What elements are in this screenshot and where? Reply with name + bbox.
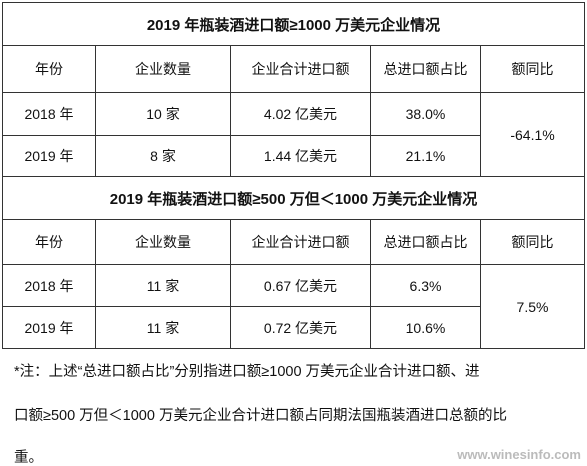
cell: 2018 年: [2, 264, 96, 307]
data-row: 2018 年 10 家 4.02 亿美元 38.0% -64.1%: [2, 92, 586, 177]
cell: 4.02 亿美元: [230, 92, 371, 136]
note-line: *注：上述“总进口额占比”分别指进口额≥1000 万美元企业合计进口额、进: [14, 364, 480, 380]
cell: 11 家: [95, 264, 231, 307]
note-line: 口额≥500 万但＜1000 万美元企业合计进口额占同期法国瓶装酒进口总额的比: [14, 408, 507, 424]
cell: 0.72 亿美元: [230, 306, 371, 349]
header-cell: 总进口额占比: [370, 219, 481, 265]
table-title: 2019 年瓶装酒进口额≥500 万但＜1000 万美元企业情况: [1, 176, 586, 220]
cell: 11 家: [95, 306, 231, 349]
header-cell: 总进口额占比: [370, 45, 481, 93]
cell: 6.3%: [370, 264, 481, 307]
header-cell: 年份: [2, 45, 96, 93]
cell: 38.0%: [370, 92, 481, 136]
cell: 1.44 亿美元: [230, 135, 371, 177]
data-row: 2019 年 11 家 0.72 亿美元 10.6%: [2, 306, 585, 349]
cell: 2018 年: [2, 92, 96, 136]
cell: 10.6%: [370, 306, 481, 349]
header-cell: 企业数量: [95, 45, 231, 93]
header-cell: 额同比: [479, 45, 586, 93]
table-title: 2019 年瓶装酒进口额≥1000 万美元企业情况: [1, 2, 586, 46]
data-row: 2018 年 11 家 0.67 亿美元 6.3% 7.5%: [2, 264, 586, 349]
header-cell: 年份: [2, 219, 96, 265]
header-cell: 企业合计进口额: [230, 219, 371, 265]
header-cell: 企业数量: [95, 219, 231, 265]
cell: 2019 年: [2, 135, 96, 177]
data-table: 2019 年瓶装酒进口额≥1000 万美元企业情况 年份 企业数量 企业合计进口额 总进…: [1, 2, 586, 349]
yoy-cell: 7.5%: [479, 264, 586, 349]
cell: 2019 年: [2, 306, 96, 349]
title-row: 2019 年瓶装酒进口额≥1000 万美元企业情况: [1, 2, 586, 46]
cell: 8 家: [95, 135, 231, 177]
yoy-cell: -64.1%: [479, 92, 586, 177]
note-line: 重。: [14, 450, 43, 466]
watermark: www.winesinfo.com: [457, 447, 581, 462]
header-row: 年份 企业数量 企业合计进口额 总进口额占比 额同比: [2, 45, 586, 93]
cell: 0.67 亿美元: [230, 264, 371, 307]
title-row: 2019 年瓶装酒进口额≥500 万但＜1000 万美元企业情况: [1, 176, 586, 220]
cell: 21.1%: [370, 135, 481, 177]
header-cell: 企业合计进口额: [230, 45, 371, 93]
header-row: 年份 企业数量 企业合计进口额 总进口额占比 额同比: [2, 219, 586, 265]
header-cell: 额同比: [479, 219, 586, 265]
cell: 10 家: [95, 92, 231, 136]
